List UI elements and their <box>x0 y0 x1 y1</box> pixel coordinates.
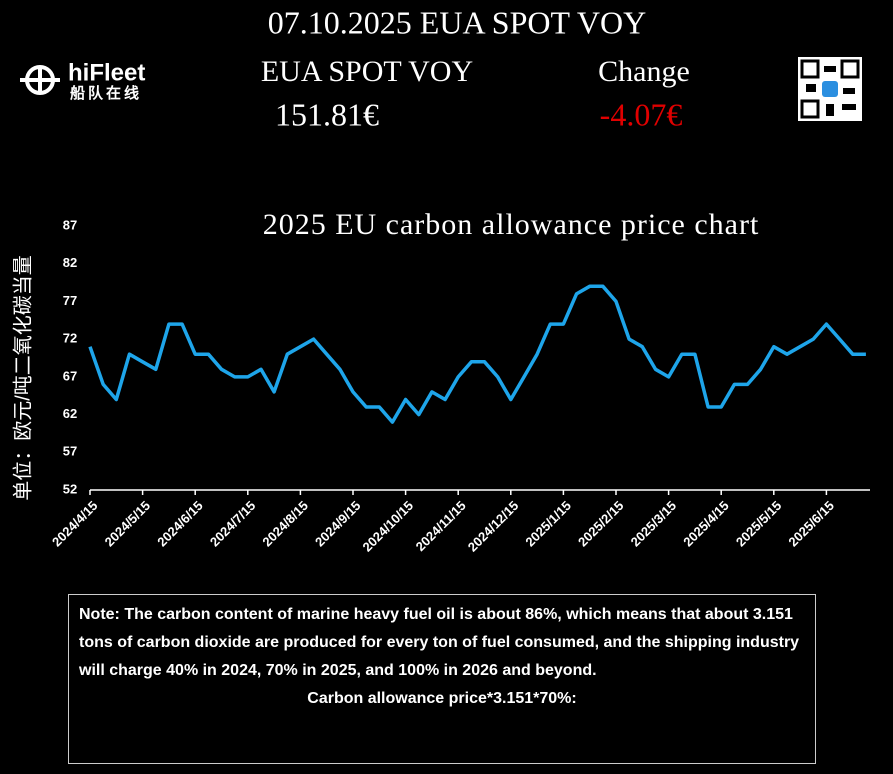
note-text: Note: The carbon content of marine heavy… <box>79 606 800 679</box>
qr-pattern <box>806 84 816 92</box>
x-tick-label: 2024/7/15 <box>207 498 259 550</box>
logo: hiFleet 船队在线 <box>20 59 145 102</box>
x-tick-label: 2025/6/15 <box>785 498 837 550</box>
chart-title: 2025 EU carbon allowance price chart <box>263 208 760 241</box>
price-line <box>88 284 866 424</box>
note-formula: Carbon allowance price*3.151*70%: <box>307 690 577 707</box>
x-tick-label: 2024/6/15 <box>154 498 206 550</box>
change-value: -4.07€ <box>600 96 683 132</box>
y-axis-label: 单位：欧元/吨二氧化碳当量 <box>11 255 34 501</box>
qr-logo <box>822 81 838 97</box>
y-tick-label: 52 <box>63 481 77 496</box>
logo-sub: 船队在线 <box>70 84 142 102</box>
y-tick-label: 87 <box>63 217 77 232</box>
qr-finder <box>840 59 860 79</box>
x-tick-label: 2024/9/15 <box>312 498 364 550</box>
qr-finder <box>800 59 820 79</box>
price-value: 151.81€ <box>275 96 379 132</box>
y-tick-label: 82 <box>63 255 77 270</box>
y-tick-label: 72 <box>63 331 77 346</box>
x-tick-label: 2024/12/15 <box>465 498 522 555</box>
x-tick-label: 2024/8/15 <box>259 498 311 550</box>
x-tick-label: 2024/10/15 <box>360 498 417 555</box>
y-tick-label: 77 <box>63 293 77 308</box>
qr-pattern <box>824 66 836 72</box>
header-title: 07.10.2025 EUA SPOT VOY <box>268 4 646 40</box>
qr-pattern <box>826 104 834 116</box>
note-box: Note: The carbon content of marine heavy… <box>68 594 816 764</box>
y-tick-label: 57 <box>63 444 77 459</box>
qr-pattern <box>843 88 855 94</box>
x-tick-label: 2024/4/15 <box>49 498 101 550</box>
change-label: Change <box>598 55 690 88</box>
x-tick-label: 2025/1/15 <box>522 498 574 550</box>
x-tick-label: 2025/5/15 <box>733 498 785 550</box>
x-tick-label: 2025/2/15 <box>575 498 627 550</box>
y-tick-label: 67 <box>63 368 77 383</box>
qr-finder <box>800 99 820 119</box>
x-tick-label: 2024/5/15 <box>102 498 154 550</box>
x-tick-label: 2025/4/15 <box>680 498 732 550</box>
logo-text: hiFleet <box>68 59 145 86</box>
price-label: EUA SPOT VOY <box>261 55 473 88</box>
x-tick-label: 2024/11/15 <box>413 498 469 554</box>
qr-pattern <box>842 104 856 110</box>
x-tick-label: 2025/3/15 <box>628 498 680 550</box>
qr-code <box>798 57 862 121</box>
y-tick-label: 62 <box>63 406 77 421</box>
